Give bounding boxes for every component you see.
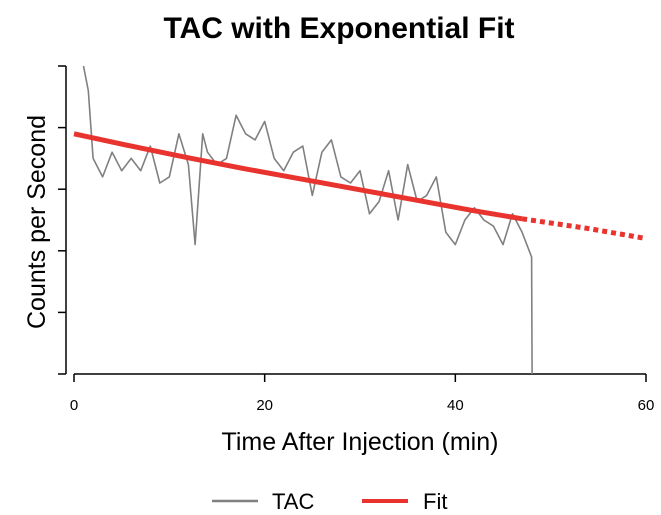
y-ticks	[58, 65, 66, 375]
legend: TAC Fit	[212, 489, 447, 514]
chart-title: TAC with Exponential Fit	[163, 12, 514, 45]
x-ticks: 0 20 40 60	[70, 374, 655, 414]
x-tick-label-2: 40	[447, 397, 464, 414]
x-axis-label: Time After Injection (min)	[222, 428, 499, 456]
series-fit-line	[73, 131, 523, 222]
x-tick-label-3: 60	[638, 397, 655, 414]
series-layer	[73, 65, 647, 375]
x-tick-label-0: 0	[70, 397, 78, 414]
legend-fit-label: Fit	[423, 489, 447, 514]
series-fit-extrapolation	[521, 216, 647, 241]
x-tick-label-1: 20	[256, 397, 273, 414]
y-axis-label: Counts per Second	[23, 115, 51, 329]
legend-tac-label: TAC	[272, 489, 314, 514]
series-tac-line	[82, 65, 533, 375]
plot-area: 0 20 40 60	[58, 65, 655, 414]
